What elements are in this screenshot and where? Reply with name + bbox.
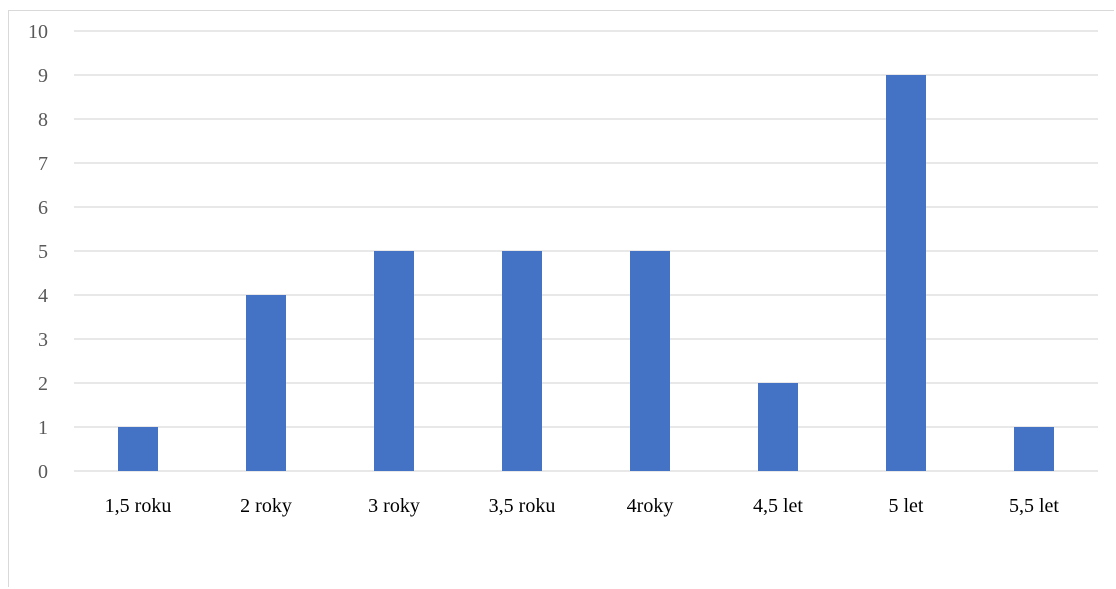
x-tick-label: 5 let: [889, 495, 924, 517]
bar: [630, 251, 670, 471]
bar: [502, 251, 542, 471]
x-tick-label: 4,5 let: [753, 495, 803, 517]
y-tick-label: 7: [38, 153, 48, 175]
y-tick-label: 3: [38, 329, 48, 351]
bar: [1014, 427, 1054, 471]
bar: [758, 383, 798, 471]
bar: [246, 295, 286, 471]
x-tick-label: 3 roky: [368, 495, 420, 517]
x-tick-label: 1,5 roku: [105, 495, 172, 517]
y-tick-label: 1: [38, 417, 48, 439]
y-tick-label: 9: [38, 65, 48, 87]
x-tick-label: 3,5 roku: [489, 495, 556, 517]
y-tick-label: 8: [38, 109, 48, 131]
y-tick-label: 5: [38, 241, 48, 263]
y-tick-label: 6: [38, 197, 48, 219]
y-tick-label: 10: [28, 21, 48, 43]
y-tick-label: 4: [38, 285, 48, 307]
bar: [374, 251, 414, 471]
x-tick-label: 2 roky: [240, 495, 292, 517]
chart-frame: [8, 10, 1114, 587]
bar: [118, 427, 158, 471]
x-tick-label: 5,5 let: [1009, 495, 1059, 517]
y-tick-label: 0: [38, 461, 48, 483]
bar: [886, 75, 926, 471]
y-tick-label: 2: [38, 373, 48, 395]
x-tick-label: 4roky: [627, 495, 674, 517]
